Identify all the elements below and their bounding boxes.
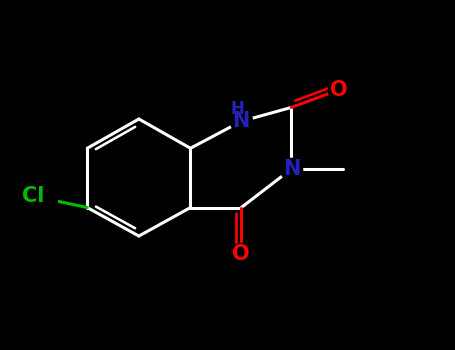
Text: Cl: Cl xyxy=(22,186,45,206)
Text: H: H xyxy=(231,100,244,118)
Text: O: O xyxy=(330,80,348,100)
Text: O: O xyxy=(233,244,250,264)
Text: N: N xyxy=(233,111,250,131)
Text: N: N xyxy=(283,159,300,179)
